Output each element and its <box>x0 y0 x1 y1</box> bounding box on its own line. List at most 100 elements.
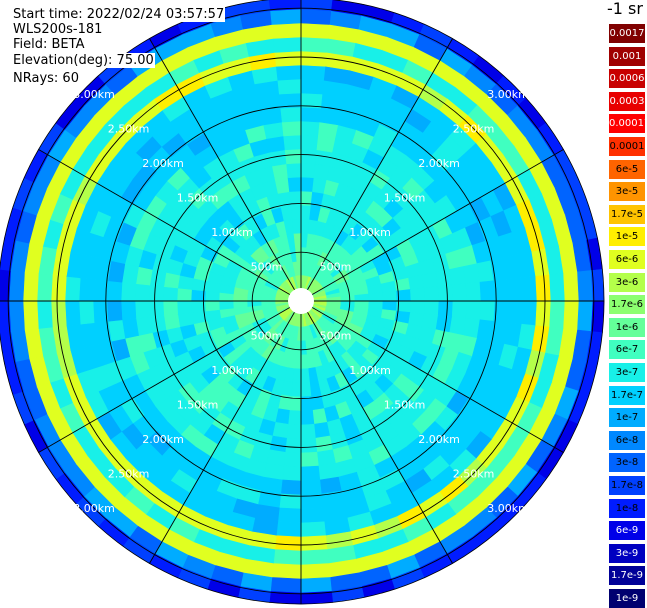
heatmap-cell <box>50 300 67 328</box>
range-ring-label: 3.00km <box>487 88 529 101</box>
heatmap-cell <box>148 300 165 318</box>
range-ring-labels: 500m 500m 500m 500m 1.00km 1.00km 1.00km 1.00km… <box>73 88 529 515</box>
heatmap-cell <box>300 577 332 594</box>
heatmap-cell <box>274 50 302 67</box>
bearing-line <box>38 300 302 453</box>
colorbar-tick-label: 0.0006 <box>609 69 645 89</box>
colorbar-tick-label: 3e-8 <box>609 453 645 473</box>
range-ring-label: 2.00km <box>142 433 184 446</box>
bearing-line <box>149 300 302 564</box>
heatmap-cell <box>274 177 290 194</box>
heatmap-cell <box>287 410 302 426</box>
heatmap-cell <box>451 283 468 302</box>
colorbar-tick-label: 1.7e-9 <box>609 566 645 586</box>
range-ring-label: 1.50km <box>384 192 426 205</box>
heatmap-cell <box>106 280 123 302</box>
heatmap-cell <box>284 148 302 165</box>
heatmap-cell <box>521 300 538 327</box>
range-ring-label: 2.50km <box>108 468 150 481</box>
heatmap-cell <box>293 232 302 248</box>
heatmap-cell <box>382 290 398 302</box>
range-ring-label: 3.00km <box>73 502 115 515</box>
colorbar-tick-label: 1.7e-6 <box>609 295 645 315</box>
range-ring-label: 500m <box>251 261 283 274</box>
heatmap-cell <box>78 300 95 325</box>
heatmap-cell <box>465 281 482 302</box>
heatmap-cell <box>237 0 271 16</box>
heatmap-cell <box>300 423 316 440</box>
heatmap-cell <box>451 300 468 319</box>
colorbar-tick-label: 0.0003 <box>609 91 645 111</box>
heatmap-cell <box>8 270 25 302</box>
heatmap-cell <box>535 274 552 302</box>
bearing-line <box>149 38 302 302</box>
heatmap-cell <box>563 271 580 302</box>
heatmap-cell <box>300 535 328 552</box>
range-ring-label: 1.00km <box>211 226 253 239</box>
heatmap-cell <box>64 275 81 302</box>
colorbar-tick-label: 0.0001 <box>609 137 645 156</box>
heatmap-cell <box>300 120 321 137</box>
colorbar-unit-label: -1 sr <box>607 0 643 18</box>
heatmap-cell <box>300 549 329 566</box>
heatmap-cell <box>300 354 309 370</box>
colorbar-tick-label: 1.7e-5 <box>609 204 645 224</box>
heatmap-cell <box>22 271 39 302</box>
range-ring-label: 1.50km <box>177 399 219 412</box>
heatmap-cell <box>313 421 331 439</box>
heatmap-cell <box>283 134 302 151</box>
colorbar-tick-label: 6e-9 <box>609 521 645 541</box>
heatmap-cell <box>300 437 318 454</box>
heatmap-cell <box>120 281 137 302</box>
heatmap-cell <box>232 300 248 309</box>
heatmap-cell <box>423 286 440 302</box>
heatmap-cell <box>312 408 328 425</box>
colorbar-tick-label: 1e-9 <box>609 589 645 608</box>
heatmap-cell <box>277 507 302 524</box>
heatmap-cell <box>36 300 53 329</box>
range-ring-label: 1.50km <box>177 192 219 205</box>
colorbar-tick-label: 1e-7 <box>609 408 645 428</box>
heatmap-cell <box>275 521 302 538</box>
heatmap-cell <box>290 204 302 220</box>
heatmap-cell <box>549 300 566 329</box>
colorbar-tick-label: 3e-6 <box>609 272 645 292</box>
heatmap-cell <box>507 300 524 325</box>
range-ring-label: 1.00km <box>349 226 391 239</box>
heatmap-cell <box>300 204 312 220</box>
heatmap-cell <box>270 577 302 594</box>
heatmap-cell <box>50 274 67 302</box>
center-blank <box>288 288 314 314</box>
heatmap-cell <box>286 162 302 179</box>
heatmap-cell <box>273 549 302 566</box>
bearing-line <box>38 149 302 302</box>
heatmap-cell <box>22 300 39 331</box>
elevation-label: Elevation(deg): 75.00 <box>12 53 155 68</box>
heatmap-cell <box>479 300 496 322</box>
heatmap-cell <box>271 563 302 580</box>
heatmap-cell <box>271 163 289 181</box>
heatmap-cell <box>437 284 454 302</box>
colorbar-tick-label: 1.7e-7 <box>609 385 645 405</box>
heatmap-cell <box>300 106 322 123</box>
heatmap-cell <box>204 290 220 302</box>
heatmap-cell <box>300 382 312 398</box>
bearing-line <box>300 149 564 302</box>
colorbar-tick-label: 0.00017 <box>609 114 645 134</box>
heatmap-cell <box>270 8 302 25</box>
heatmap-cell <box>292 218 302 234</box>
heatmap-cell <box>134 300 151 319</box>
heatmap-cell <box>300 36 329 53</box>
heatmap-cell <box>300 465 321 482</box>
range-ring-label: 2.00km <box>418 433 460 446</box>
start-time-label: Start time: 2022/02/24 03:57:57 <box>12 7 226 22</box>
instrument-label: WLS200s-181 <box>12 22 104 37</box>
bearing-line <box>300 300 453 564</box>
colorbar-tick-label: 6e-8 <box>609 430 645 450</box>
heatmap-cell <box>521 275 538 302</box>
heatmap-cell <box>275 64 302 81</box>
colorbar-tick-label: 6e-6 <box>609 250 645 269</box>
heatmap-cell <box>300 368 310 384</box>
heatmap-cell <box>286 423 302 440</box>
range-ring-label: 500m <box>251 330 283 343</box>
